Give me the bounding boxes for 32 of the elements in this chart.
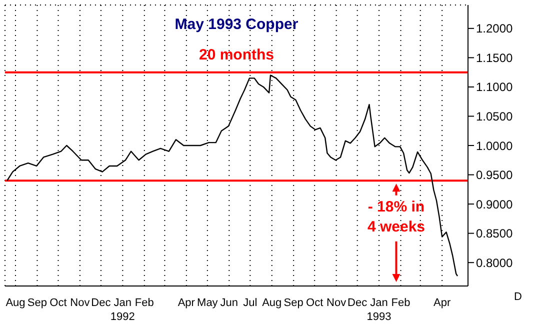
x-tick-label: Jan 1993 [366,297,392,323]
x-tick-label: Feb [391,297,410,309]
text: D [514,291,522,303]
x-tick-label: Sep [27,297,48,309]
y-tick-label: 1.0000 [476,138,514,153]
x-tick-label: Oct [50,297,67,309]
x-tick-label: Dec [348,297,368,309]
y-tick-label: 1.1000 [476,80,514,94]
x-tick-label: Jul [243,297,258,309]
annotation: - 18% in 4 weeks [367,198,426,236]
y-tick-label: 0.8500 [476,226,514,241]
x-tick-label: May [197,297,218,309]
x-tick-label: Nov [326,297,347,309]
y-tick-label: 0.9000 [476,197,514,212]
x-tick-label: Sep [284,297,304,309]
x-tick-label: Aug [6,297,26,309]
x-tick-label: Nov [70,297,90,309]
x-tick-label: Oct [306,297,324,309]
y-tick-label: 1.0500 [476,109,514,124]
text: May 1993 Copper [174,16,298,33]
y-tick-label: 1.2000 [476,22,514,36]
x-tick-label: Dec [91,297,112,309]
y-tick-label: 1.1500 [476,50,514,65]
x-tick-label: Apr [178,297,196,309]
x-tick-label: Feb [134,297,154,309]
x-tick-label: Jun [220,297,238,309]
x-tick-label: Aug [262,297,282,309]
x-tick-label: Apr [434,297,451,309]
ref-line-label: 20 months [198,46,274,64]
y-tick-label: 0.8000 [476,256,514,270]
y-tick-label: 0.9500 [476,168,514,182]
x-tick-label: Jan 1992 [110,297,135,323]
